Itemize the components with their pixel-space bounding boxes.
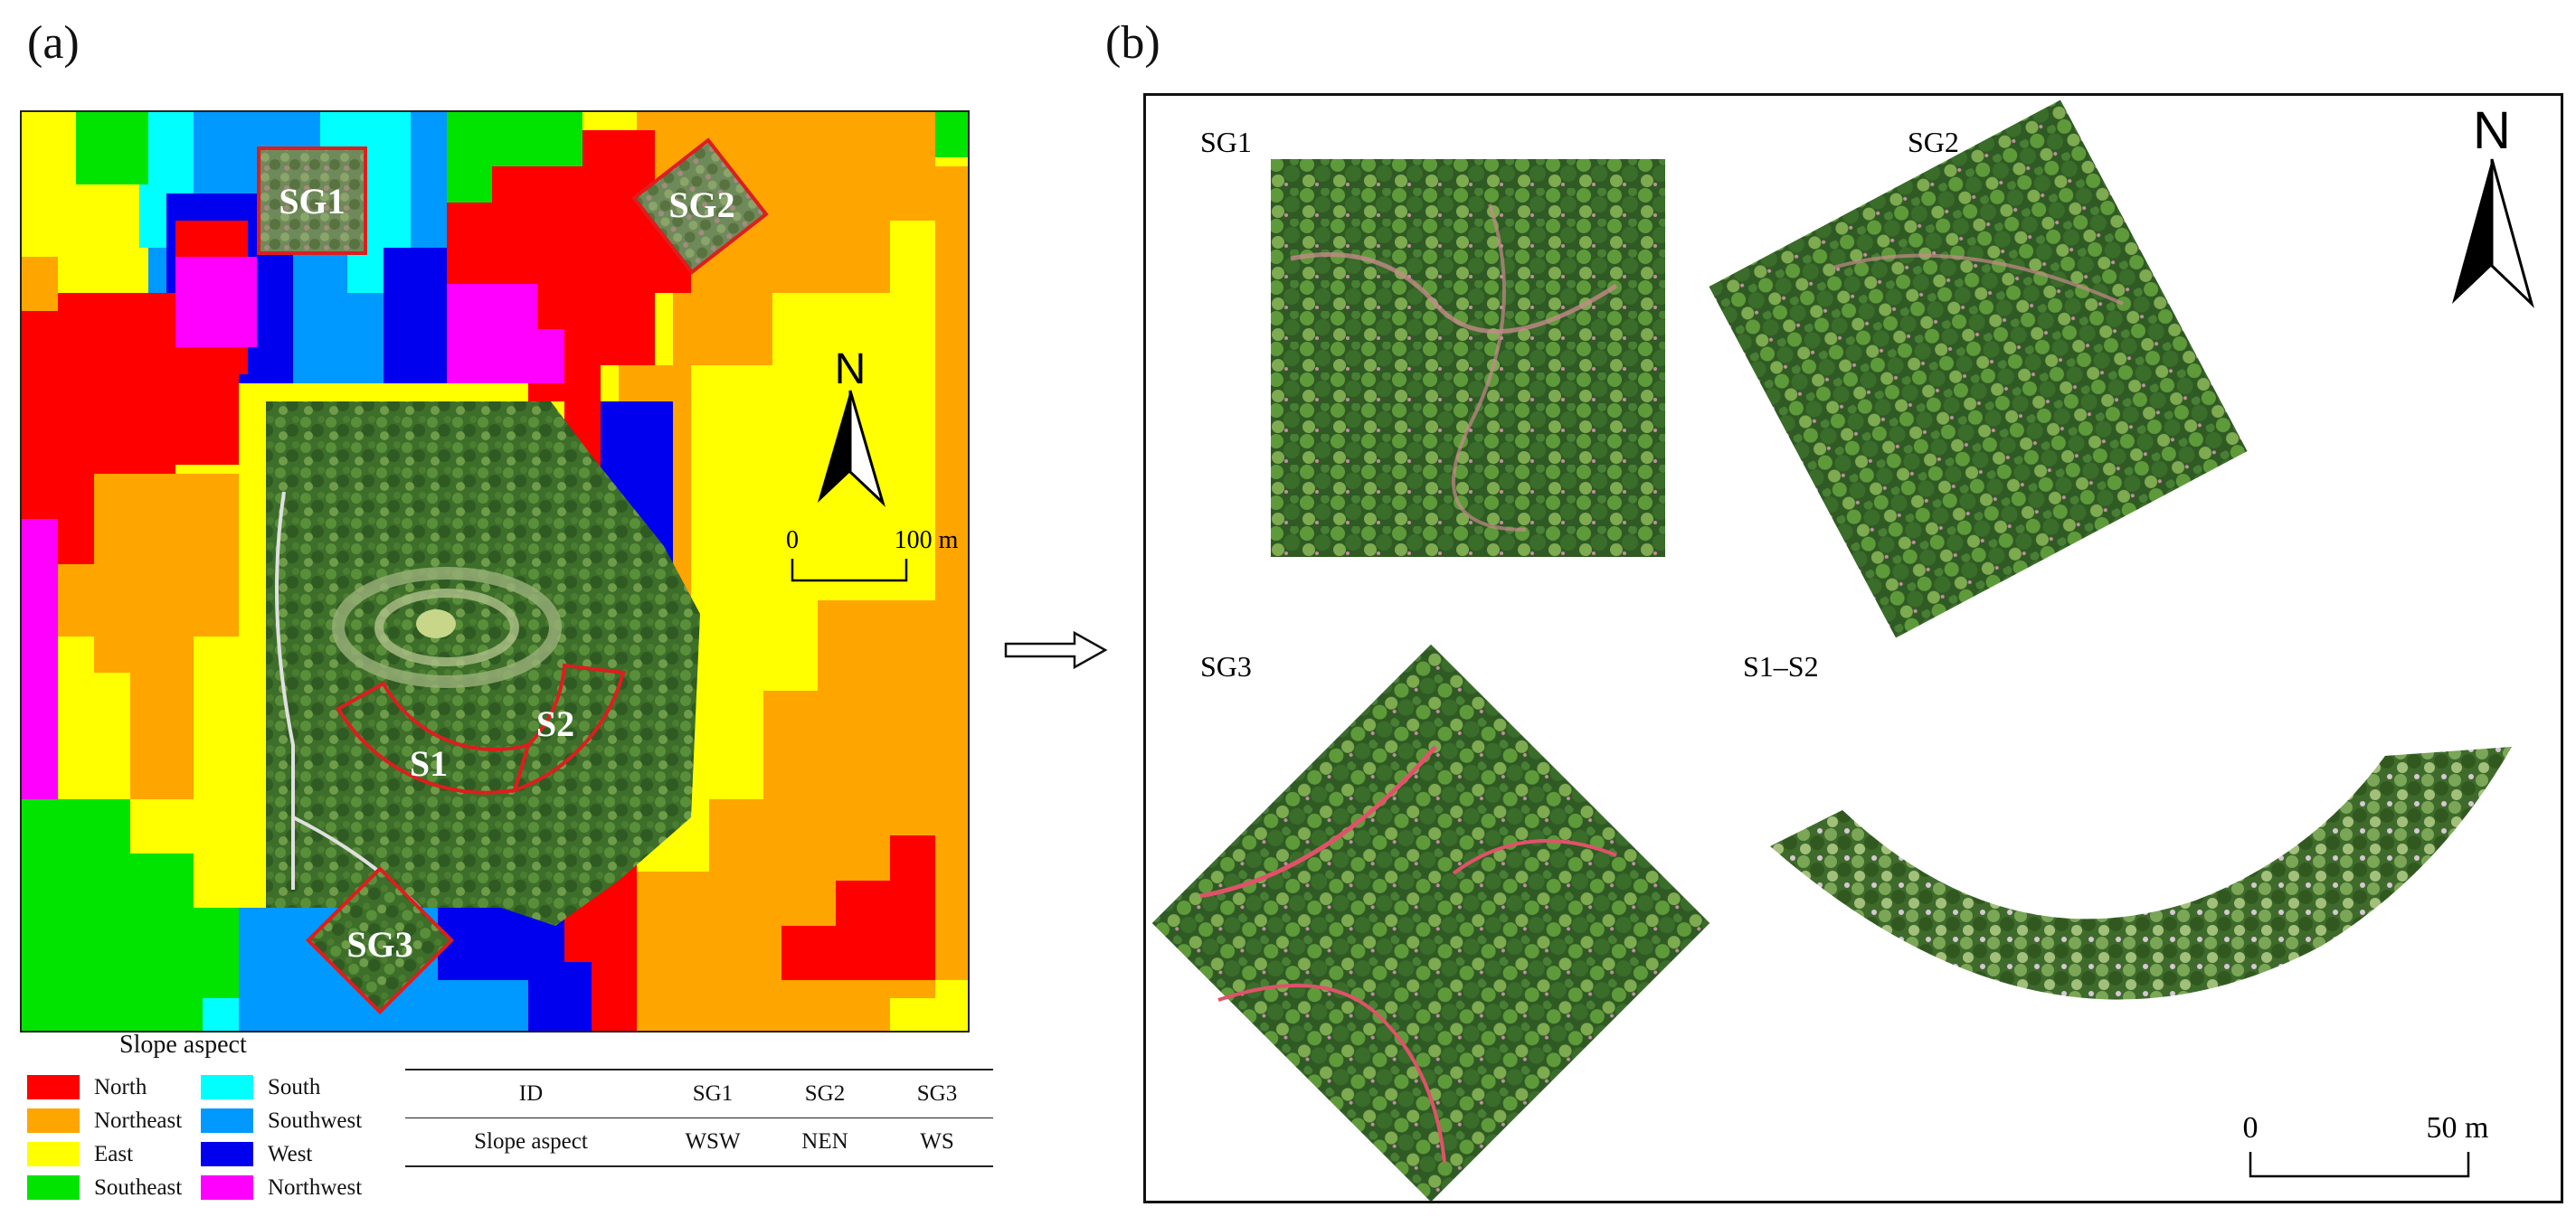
scale-bar-b: 0 50 m [2243, 1111, 2489, 1178]
scale-zero-b: 0 [2243, 1111, 2259, 1145]
b-label-sg3: SG3 [1200, 650, 1252, 683]
legend-swatch-northwest [201, 1175, 253, 1200]
legend-swatch-south [201, 1075, 253, 1099]
panel-b-canvas: SG1 SG2 SG3 S1–S2 N 0 50 m [1151, 99, 2534, 1202]
legend-item-west: West [201, 1137, 362, 1171]
panel-b-label: (b) [1105, 17, 1160, 69]
sg1-box [257, 146, 367, 255]
legend-label-south: South [268, 1074, 321, 1099]
sg3-box [305, 865, 455, 1015]
b-label-sg1: SG1 [1200, 126, 1252, 158]
legend-item-northeast: Northeast [27, 1104, 182, 1137]
legend-label-west: West [268, 1141, 313, 1166]
north-arrow-label-a: N [835, 345, 867, 393]
legend-label-northwest: Northwest [268, 1174, 363, 1200]
s1-s2-image [1770, 747, 2512, 1000]
sg3-image [1151, 644, 1710, 1202]
b-label-sg2: SG2 [1908, 126, 1959, 158]
legend-item-northwest: Northwest [201, 1171, 362, 1204]
north-arrow-label-b: N [2473, 101, 2511, 160]
panel-a-label: (a) [27, 17, 80, 69]
sg1-image [1271, 159, 1665, 557]
table-cell-sg1: WSW [657, 1118, 769, 1167]
legend-swatch-north [27, 1075, 80, 1099]
legend-label-east: East [94, 1141, 134, 1166]
legend-swatch-northeast [27, 1108, 80, 1133]
table-header-sg3: SG3 [881, 1069, 993, 1118]
legend-column-1: North Northeast East Southeast [27, 1070, 182, 1204]
table-header-row: ID SG1 SG2 SG3 [405, 1069, 993, 1118]
s2-sector-outline [511, 663, 626, 794]
north-arrow-icon: N [818, 345, 886, 507]
legend-title: Slope aspect [119, 1031, 247, 1059]
legend-label-north: North [94, 1074, 147, 1099]
legend-item-southwest: Southwest [201, 1104, 362, 1137]
legend-item-southeast: Southeast [27, 1171, 182, 1204]
legend-label-southwest: Southwest [268, 1108, 363, 1133]
legend-label-northeast: Northeast [94, 1108, 183, 1133]
map-label-sg3: SG3 [346, 924, 412, 965]
legend-item-south: South [201, 1070, 362, 1104]
table-cell-sg3: WS [881, 1118, 993, 1167]
scale-end-b: 50 m [2427, 1111, 2489, 1145]
scale-zero-a: 0 [786, 526, 799, 554]
legend-item-east: East [27, 1137, 182, 1171]
legend-swatch-east [27, 1142, 80, 1166]
legend-swatch-west [201, 1142, 253, 1166]
map-label-sg1: SG1 [279, 181, 345, 222]
table-header-sg1: SG1 [657, 1069, 769, 1118]
sg2-box [631, 137, 769, 275]
table-header-id: ID [405, 1069, 657, 1118]
orthophoto-area [266, 401, 700, 926]
sg2-image [1709, 99, 2248, 638]
legend-column-2: South Southwest West Northwest [201, 1070, 362, 1204]
map-label-sg2: SG2 [668, 184, 734, 225]
scale-bar-a: 0 100 m [786, 526, 959, 582]
table-header-sg2: SG2 [769, 1069, 881, 1118]
legend-swatch-southeast [27, 1175, 80, 1200]
slope-aspect-map: SG1 SG2 SG3 S1 S2 N 0 100 m [20, 110, 970, 1033]
b-label-s1-s2: S1–S2 [1743, 650, 1819, 683]
right-arrow-icon [1004, 630, 1108, 670]
table-row: Slope aspect WSW NEN WS [405, 1118, 993, 1167]
legend-item-north: North [27, 1070, 182, 1104]
table-cell-sg2: NEN [769, 1118, 881, 1167]
table-cell-row-label: Slope aspect [405, 1118, 657, 1167]
panel-b-frame: SG1 SG2 SG3 S1–S2 N 0 50 m [1143, 93, 2563, 1203]
legend-swatch-southwest [201, 1108, 253, 1133]
legend-label-southeast: Southeast [94, 1174, 183, 1200]
map-label-s2: S2 [536, 703, 574, 744]
scale-end-a: 100 m [895, 526, 959, 554]
slope-aspect-table: ID SG1 SG2 SG3 Slope aspect WSW NEN WS [405, 1069, 993, 1167]
map-label-s1: S1 [410, 743, 448, 784]
north-arrow-icon: N [2452, 101, 2534, 308]
